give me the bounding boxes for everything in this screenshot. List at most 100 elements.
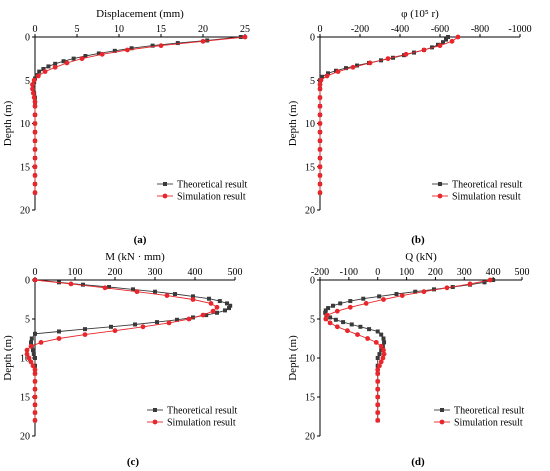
simulation-point xyxy=(28,343,34,349)
theoretical-point xyxy=(217,299,222,304)
simulation-point xyxy=(31,77,37,83)
theoretical-point xyxy=(375,356,380,360)
x-tick-label: 200 xyxy=(108,267,123,278)
theoretical-point xyxy=(349,322,354,327)
theoretical-point xyxy=(46,64,51,69)
simulation-point xyxy=(373,340,379,345)
x-tick-label: 10 xyxy=(114,24,124,35)
theoretical-point xyxy=(355,63,359,68)
theoretical-point xyxy=(375,329,380,334)
legend-theoretical-label: Theoretical result xyxy=(167,406,237,417)
simulation-point xyxy=(134,289,140,295)
simulation-point xyxy=(214,304,220,310)
simulation-point xyxy=(32,418,38,423)
simulation-point xyxy=(437,43,443,49)
x-tick-label: 25 xyxy=(240,24,250,35)
simulation-point xyxy=(32,164,38,170)
simulation-point xyxy=(317,181,323,187)
simulation-point xyxy=(32,138,38,144)
x-tick-label: 500 xyxy=(515,267,530,278)
simulation-point xyxy=(350,64,356,70)
theoretical-point xyxy=(377,294,382,299)
simulation-point xyxy=(375,418,381,423)
simulation-point xyxy=(31,95,37,100)
legend-simulation-label: Simulation result xyxy=(452,192,521,203)
legend-simulation-marker xyxy=(162,193,168,199)
simulation-point xyxy=(158,43,164,49)
x-tick-label: 20 xyxy=(198,24,208,35)
simulation-point xyxy=(32,367,38,373)
y-tick-label: 15 xyxy=(305,162,315,173)
simulation-point xyxy=(375,379,381,384)
simulation-point xyxy=(317,112,323,118)
simulation-point xyxy=(377,363,382,369)
simulation-point xyxy=(317,138,323,144)
simulation-point xyxy=(32,121,38,126)
x-tick-label: 400 xyxy=(188,267,203,278)
y-tick-label: 0 xyxy=(25,276,30,287)
theoretical-point xyxy=(323,308,328,313)
theoretical-point xyxy=(223,308,227,313)
theoretical-point xyxy=(81,282,85,287)
simulation-point xyxy=(324,312,330,318)
legend-theoretical-label: Theoretical result xyxy=(177,180,247,191)
y-tick-label: 5 xyxy=(25,315,30,326)
x-tick-label: 300 xyxy=(457,267,472,278)
simulation-point xyxy=(208,301,214,306)
simulation-point xyxy=(317,190,323,196)
simulation-point xyxy=(385,56,391,62)
panel-label: (b) xyxy=(411,234,425,246)
simulation-point xyxy=(190,297,196,302)
simulation-point xyxy=(365,336,371,341)
simulation-point xyxy=(32,190,38,196)
theoretical-point xyxy=(53,61,58,66)
x-tick-label: 15 xyxy=(156,24,166,35)
x-tick-label: 500 xyxy=(228,267,243,278)
simulation-point xyxy=(112,328,118,334)
theoretical-point xyxy=(29,340,33,345)
simulation-point xyxy=(186,316,192,322)
theoretical-point xyxy=(83,54,88,59)
simulation-point xyxy=(64,60,70,66)
x-axis-title: M (kN · mm) xyxy=(105,251,165,263)
simulation-point xyxy=(38,340,44,345)
y-tick-label: 20 xyxy=(20,206,30,217)
y-tick-label: 10 xyxy=(20,354,30,365)
theoretical-point xyxy=(107,285,111,290)
simulation-point xyxy=(317,95,323,100)
y-tick-label: 15 xyxy=(20,393,30,404)
x-axis-title: Q (kN) xyxy=(405,251,437,263)
x-tick-label: 200 xyxy=(428,267,443,278)
y-tick-label: 10 xyxy=(305,119,315,130)
simulation-point xyxy=(381,347,386,353)
legend-simulation-marker xyxy=(439,419,445,425)
theoretical-point xyxy=(344,66,348,71)
simulation-point xyxy=(200,312,206,318)
y-tick-label: 5 xyxy=(25,76,30,87)
simulation-point xyxy=(32,99,38,105)
simulation-point xyxy=(30,86,35,92)
x-tick-label: 100 xyxy=(68,267,83,278)
simulation-point xyxy=(210,308,216,314)
y-tick-label: 10 xyxy=(305,354,315,365)
chart-panel-d: -200 -100 0 100 200 300 400 500 0 5 10 15 20 Q (kN) De… xyxy=(287,251,530,468)
simulation-point xyxy=(56,336,62,341)
simulation-point xyxy=(317,147,323,152)
theoretical-point xyxy=(377,352,382,357)
simulation-point xyxy=(30,90,36,96)
simulation-point xyxy=(444,285,450,291)
legend-theoretical-marker xyxy=(163,182,167,186)
theoretical-point xyxy=(175,317,179,322)
x-tick-label: 5 xyxy=(75,24,80,35)
theoretical-point xyxy=(129,46,134,51)
simulation-point xyxy=(449,38,455,44)
y-tick-label: 15 xyxy=(305,393,315,404)
theoretical-point xyxy=(367,327,372,332)
simulation-point xyxy=(32,112,38,118)
simulation-point xyxy=(335,69,341,74)
theoretical-point xyxy=(109,324,113,329)
y-tick-label: 15 xyxy=(20,162,30,173)
theoretical-point xyxy=(41,67,46,72)
theoretical-point xyxy=(225,301,229,306)
